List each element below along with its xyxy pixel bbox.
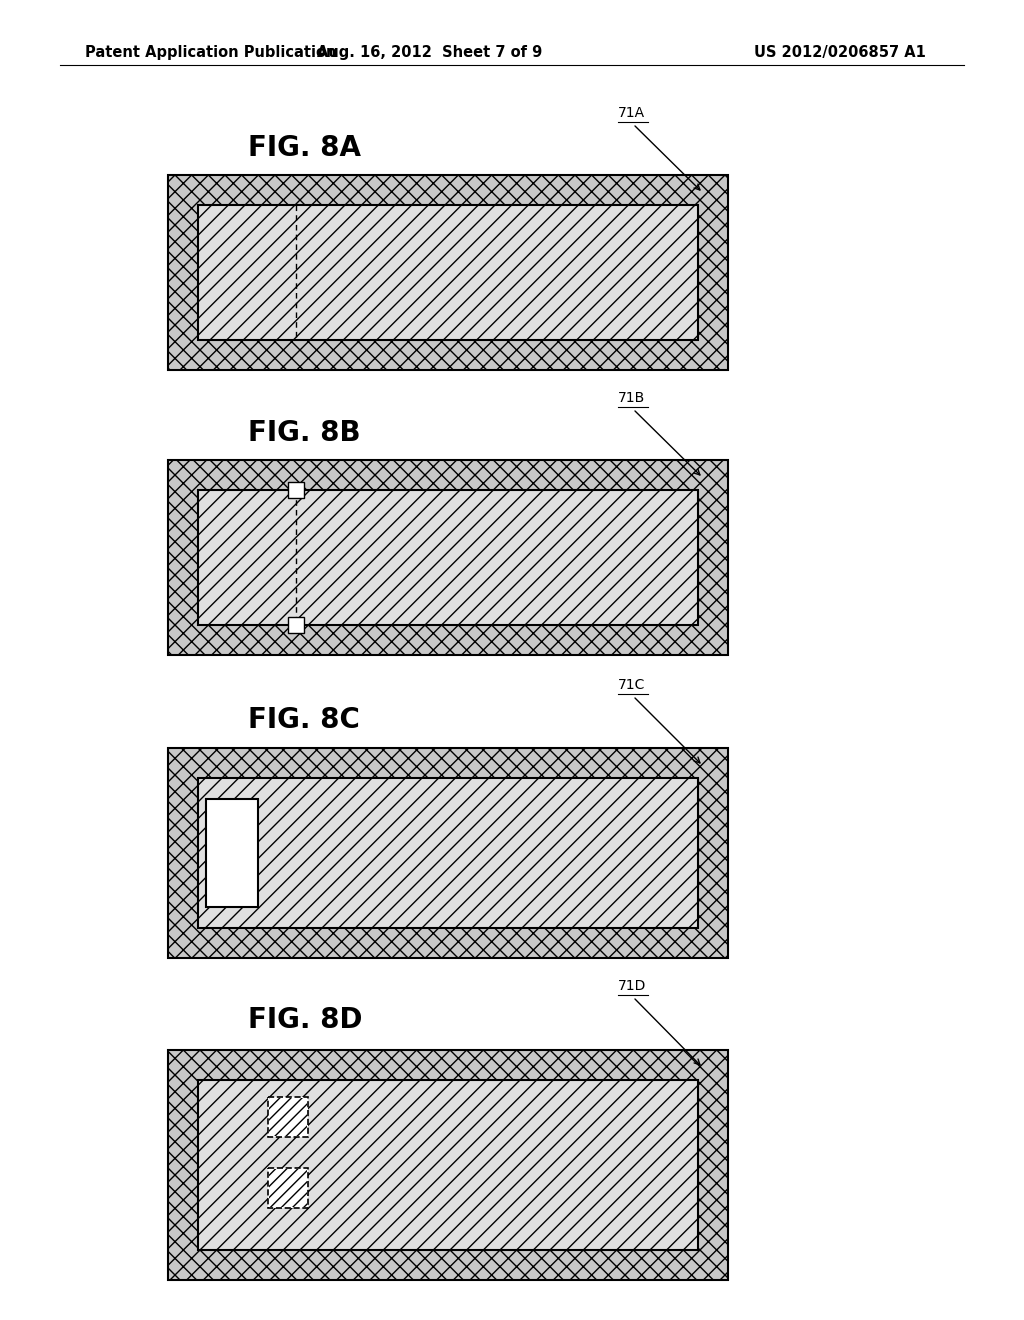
Bar [198, 205, 698, 341]
Bar [288, 482, 303, 498]
Text: 71D: 71D [618, 979, 646, 993]
Text: 71B: 71B [618, 391, 645, 405]
Text: 71A: 71A [618, 106, 645, 120]
Text: FIG. 8B: FIG. 8B [248, 418, 360, 447]
Bar [269, 1170, 307, 1208]
Bar [168, 1049, 728, 1280]
Text: Aug. 16, 2012  Sheet 7 of 9: Aug. 16, 2012 Sheet 7 of 9 [317, 45, 543, 59]
Bar [168, 459, 728, 655]
Bar [198, 1080, 698, 1250]
Text: FIG. 8D: FIG. 8D [248, 1006, 362, 1034]
Bar [288, 616, 303, 634]
Bar [269, 1098, 307, 1137]
Bar [198, 777, 698, 928]
Text: FIG. 8C: FIG. 8C [248, 706, 359, 734]
Text: FIG. 8A: FIG. 8A [248, 135, 361, 162]
Bar [168, 748, 728, 958]
Bar [168, 176, 728, 370]
Text: 71C: 71C [618, 678, 645, 692]
Text: Patent Application Publication: Patent Application Publication [85, 45, 337, 59]
Bar [198, 490, 698, 624]
Bar [268, 1097, 308, 1137]
Bar [206, 799, 258, 907]
Text: US 2012/0206857 A1: US 2012/0206857 A1 [754, 45, 926, 59]
Bar [268, 1168, 308, 1208]
